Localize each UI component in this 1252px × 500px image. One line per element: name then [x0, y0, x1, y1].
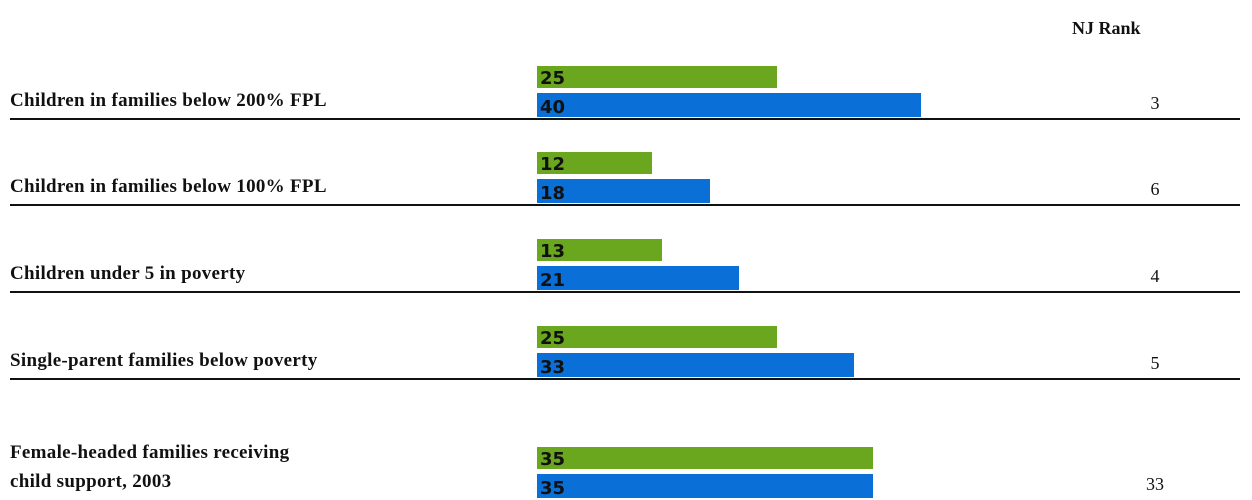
row-rule [10, 118, 1240, 120]
row-label: Children in families below 100% FPL [10, 176, 327, 197]
bar-value-label: 21 [540, 270, 566, 291]
bar-value-label: 13 [540, 241, 566, 262]
bar [537, 326, 777, 348]
rank-value: 6 [1150, 179, 1160, 199]
bar [537, 353, 854, 377]
rank-header: NJ Rank [1072, 18, 1141, 38]
bar [537, 239, 662, 261]
rank-value: 5 [1150, 353, 1160, 373]
bar [537, 93, 921, 117]
bar-value-label: 35 [540, 449, 566, 470]
bar-value-label: 40 [540, 97, 566, 118]
bar [537, 152, 653, 174]
bar [537, 447, 873, 469]
row-rule [10, 204, 1240, 206]
row-label: Children under 5 in poverty [10, 263, 246, 284]
row-rule [10, 378, 1240, 380]
bar-value-label: 18 [540, 183, 566, 204]
bar-value-label: 35 [540, 478, 566, 499]
row-label: Single-parent families below poverty [10, 350, 318, 371]
bar-value-label: 33 [540, 357, 566, 378]
row-label: Children in families below 200% FPL [10, 90, 327, 111]
rank-value: 33 [1146, 474, 1164, 494]
rank-value: 4 [1150, 266, 1160, 286]
row-label: Female-headed families receiving child s… [10, 442, 290, 492]
bar-value-label: 25 [540, 68, 566, 89]
row-rule [10, 291, 1240, 293]
bar [537, 266, 739, 290]
bar [537, 474, 873, 498]
bar [537, 66, 777, 88]
rank-value: 3 [1150, 93, 1160, 113]
bar [537, 179, 710, 203]
bar-value-label: 25 [540, 328, 566, 349]
bar-value-label: 12 [540, 154, 566, 175]
